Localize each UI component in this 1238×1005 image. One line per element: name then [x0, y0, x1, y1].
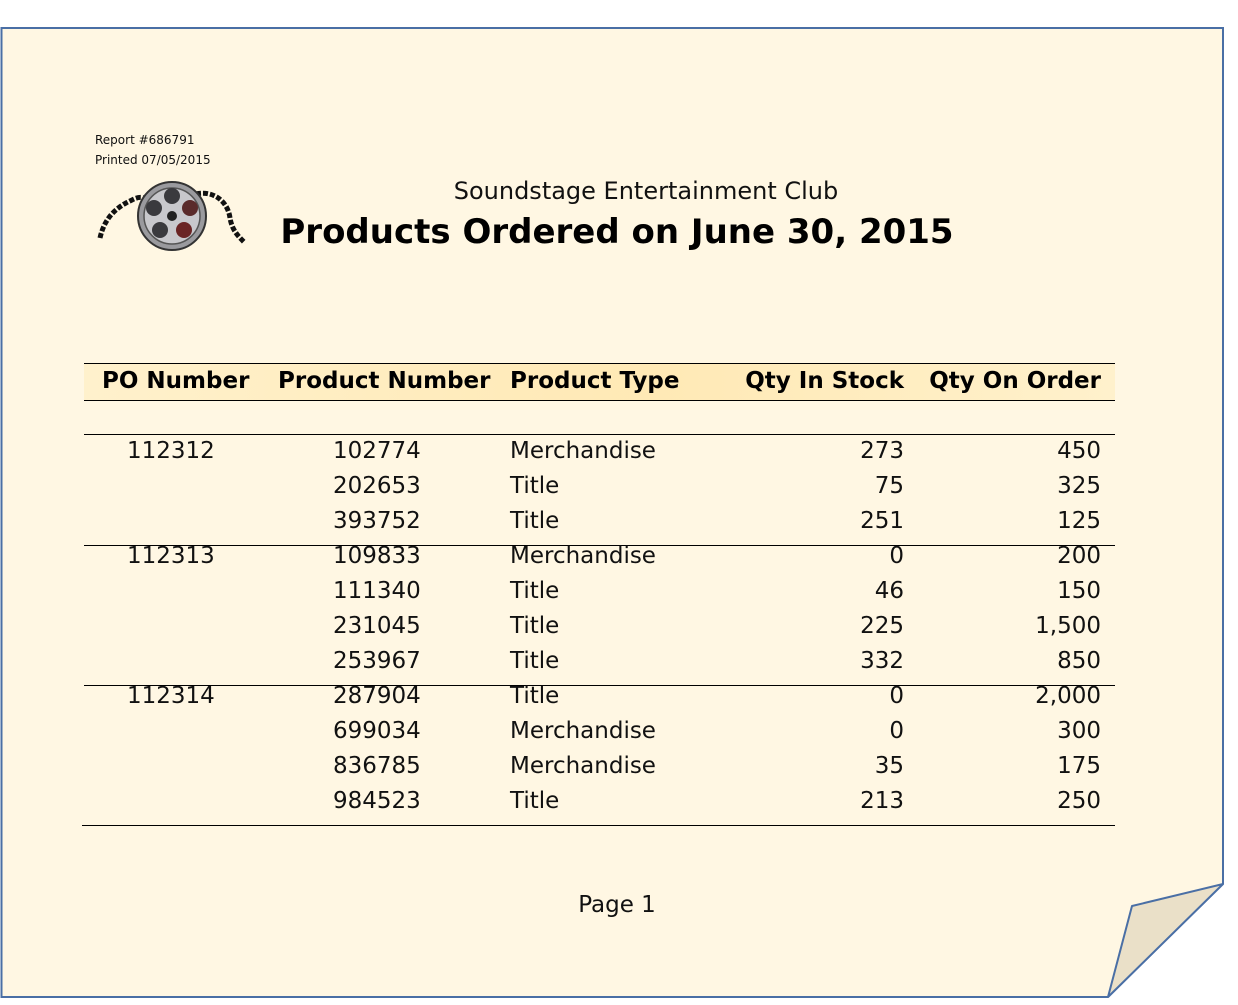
- report-title: Products Ordered on June 30, 2015: [280, 212, 954, 252]
- table-header-band: [84, 363, 1115, 401]
- cell-product-type: Title: [510, 508, 560, 534]
- cell-product-number: 984523: [333, 788, 421, 814]
- cell-qty-on-order: 325: [1057, 473, 1101, 499]
- cell-product-type: Title: [510, 648, 560, 674]
- group-separator-rule: [84, 545, 1115, 546]
- table-bottom-rule: [82, 825, 1115, 826]
- cell-product-number: 202653: [333, 473, 421, 499]
- cell-qty-in-stock: 0: [889, 543, 904, 569]
- cell-product-type: Merchandise: [510, 543, 656, 569]
- cell-po-number: 112312: [127, 438, 215, 464]
- cell-product-type: Title: [510, 683, 560, 709]
- cell-product-type: Merchandise: [510, 753, 656, 779]
- col-header-po-number: PO Number: [102, 368, 250, 394]
- cell-product-number: 111340: [333, 578, 421, 604]
- cell-qty-in-stock: 332: [860, 648, 904, 674]
- cell-qty-in-stock: 0: [889, 683, 904, 709]
- cell-product-number: 253967: [333, 648, 421, 674]
- cell-qty-on-order: 2,000: [1035, 683, 1101, 709]
- cell-po-number: 112314: [127, 683, 215, 709]
- cell-product-type: Merchandise: [510, 718, 656, 744]
- film-reel-icon: [97, 181, 246, 251]
- col-header-qty-on-order: Qty On Order: [929, 368, 1101, 394]
- cell-product-number: 699034: [333, 718, 421, 744]
- cell-qty-in-stock: 273: [860, 438, 904, 464]
- cell-qty-in-stock: 75: [874, 473, 904, 499]
- printed-date: Printed 07/05/2015: [95, 153, 211, 167]
- cell-qty-in-stock: 0: [889, 718, 904, 744]
- cell-qty-on-order: 175: [1057, 753, 1101, 779]
- cell-qty-in-stock: 213: [860, 788, 904, 814]
- report-meta: Report #686791 Printed 07/05/2015: [95, 130, 211, 170]
- cell-product-number: 287904: [333, 683, 421, 709]
- cell-product-number: 836785: [333, 753, 421, 779]
- col-header-qty-in-stock: Qty In Stock: [745, 368, 904, 394]
- table-top-rule: [84, 434, 1115, 435]
- cell-po-number: 112313: [127, 543, 215, 569]
- cell-qty-on-order: 1,500: [1035, 613, 1101, 639]
- group-separator-rule: [84, 685, 1115, 686]
- organization-name: Soundstage Entertainment Club: [453, 177, 839, 205]
- cell-product-type: Title: [510, 473, 560, 499]
- cell-qty-in-stock: 46: [874, 578, 904, 604]
- cell-qty-on-order: 150: [1057, 578, 1101, 604]
- cell-qty-on-order: 850: [1057, 648, 1101, 674]
- cell-qty-on-order: 250: [1057, 788, 1101, 814]
- cell-product-number: 109833: [333, 543, 421, 569]
- col-header-product-type: Product Type: [510, 368, 680, 394]
- page-curl: [1107, 883, 1224, 998]
- report-number: Report #686791: [95, 133, 195, 147]
- cell-product-type: Merchandise: [510, 438, 656, 464]
- cell-product-number: 231045: [333, 613, 421, 639]
- page-number: Page 1: [578, 892, 656, 918]
- cell-product-type: Title: [510, 578, 560, 604]
- cell-qty-on-order: 125: [1057, 508, 1101, 534]
- cell-qty-in-stock: 225: [860, 613, 904, 639]
- cell-qty-in-stock: 251: [860, 508, 904, 534]
- cell-product-number: 393752: [333, 508, 421, 534]
- cell-product-type: Title: [510, 613, 560, 639]
- cell-qty-on-order: 200: [1057, 543, 1101, 569]
- col-header-product-number: Product Number: [278, 368, 491, 394]
- cell-qty-on-order: 450: [1057, 438, 1101, 464]
- cell-product-type: Title: [510, 788, 560, 814]
- cell-qty-on-order: 300: [1057, 718, 1101, 744]
- cell-qty-in-stock: 35: [874, 753, 904, 779]
- cell-product-number: 102774: [333, 438, 421, 464]
